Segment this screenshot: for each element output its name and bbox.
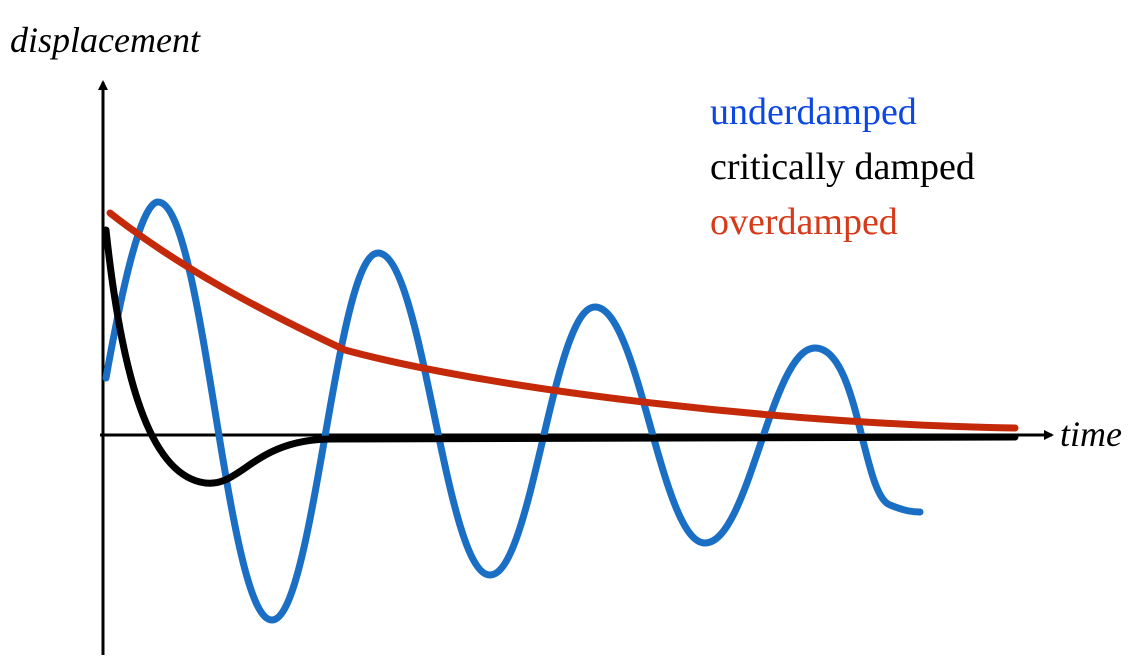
- x-axis-label: time: [1060, 414, 1122, 454]
- underdamped-curve: [102, 198, 924, 624]
- legend-entry: overdamped: [710, 201, 898, 243]
- y-axis-label: displacement: [10, 20, 201, 60]
- overdamped-curve: [106, 209, 1019, 432]
- critically-damped-curve: [102, 226, 1019, 487]
- legend-entry: critically damped: [710, 146, 975, 188]
- legend-entry: underdamped: [710, 91, 917, 133]
